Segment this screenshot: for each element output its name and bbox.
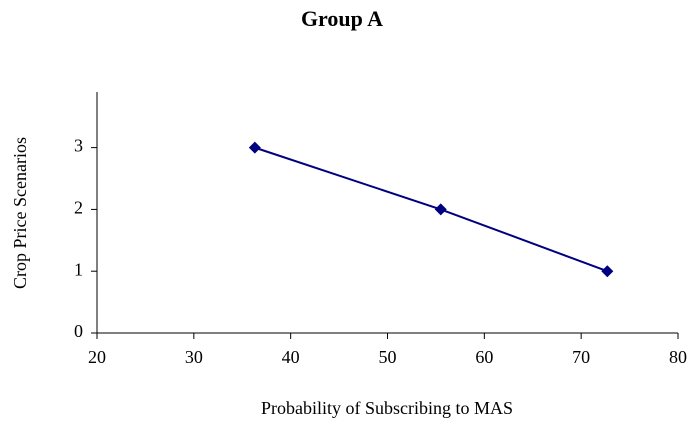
data-line: [254, 146, 608, 273]
data-marker: [434, 203, 447, 216]
y-tick-label: 2: [74, 198, 83, 218]
x-tick-label: 50: [379, 347, 397, 367]
data-marker: [601, 265, 614, 278]
data-marker: [248, 141, 261, 154]
y-tick-label: 0: [74, 321, 83, 341]
x-tick-label: 70: [572, 347, 590, 367]
x-tick-label: 40: [282, 347, 300, 367]
x-tick-label: 20: [88, 347, 106, 367]
y-tick-label: 3: [74, 136, 83, 156]
chart-title: Group A: [301, 6, 383, 31]
y-tick-label: 1: [74, 259, 83, 279]
x-tick-label: 30: [185, 347, 203, 367]
x-tick-label: 60: [475, 347, 493, 367]
y-axis-title: Crop Price Scenarios: [10, 137, 30, 289]
x-tick-label: 80: [669, 347, 687, 367]
x-axis-title: Probability of Subscribing to MAS: [261, 398, 513, 418]
